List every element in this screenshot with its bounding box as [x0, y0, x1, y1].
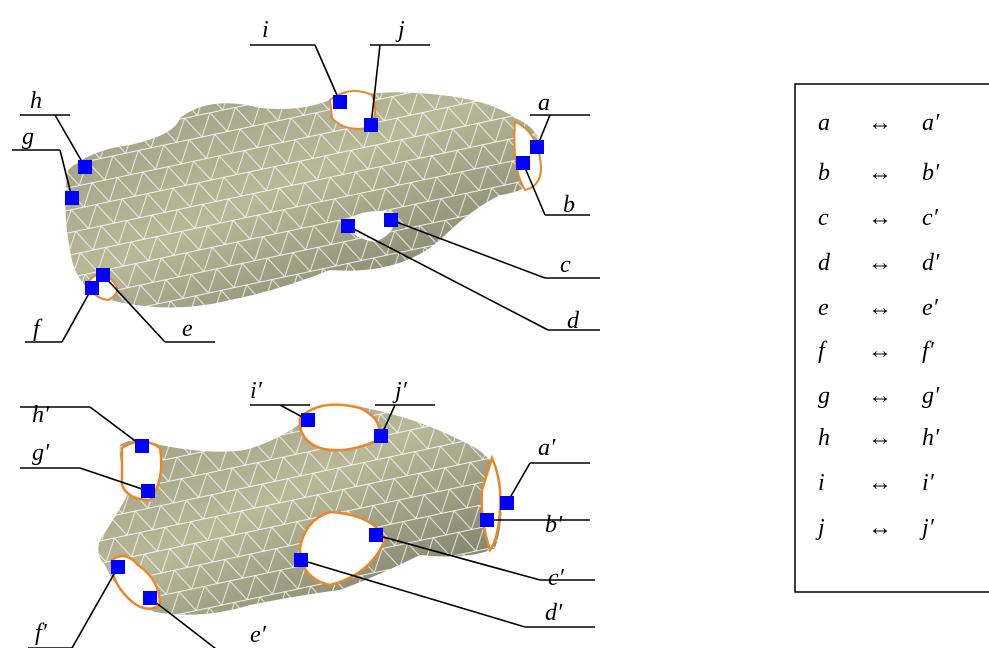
- leader-line: [301, 560, 525, 627]
- marker: [85, 281, 99, 295]
- table-cell: ↔: [868, 250, 892, 276]
- correspondence-table: a ↔ a′ b ↔ b′ c ↔ c′ d ↔ d′ e ↔ e′ f ↔ f′ g ↔ g′ h ↔ h′ i ↔ i′ j ↔ j′: [795, 84, 989, 592]
- point-label: h: [30, 88, 42, 114]
- point-label: f: [33, 316, 43, 342]
- top-mesh-part: [65, 92, 540, 307]
- bottom-mesh-part: [300, 405, 380, 451]
- marker: [111, 560, 125, 574]
- table-cell: h: [818, 425, 830, 451]
- point-label: i′: [250, 378, 263, 404]
- table-cell: a′: [922, 110, 940, 136]
- marker: [65, 191, 79, 205]
- table-cell: d: [818, 250, 831, 276]
- marker: [96, 268, 110, 282]
- bottom-mesh: [98, 405, 501, 615]
- table-cell: j′: [919, 515, 935, 541]
- table-cell: e: [818, 295, 829, 321]
- point-label: g: [22, 124, 34, 150]
- point-label: e′: [250, 622, 267, 648]
- leader-line: [62, 288, 92, 342]
- point-label: c: [560, 252, 571, 278]
- point-label: a: [538, 90, 550, 116]
- table-cell: ↔: [868, 110, 892, 136]
- marker: [294, 553, 308, 567]
- table-cell: f: [818, 338, 828, 364]
- marker: [78, 160, 92, 174]
- marker: [374, 429, 388, 443]
- marker: [516, 156, 530, 170]
- point-label: f′: [35, 620, 48, 646]
- table-cell: ↔: [868, 338, 892, 364]
- leader-line: [90, 407, 142, 446]
- leader-line: [315, 45, 340, 102]
- point-label: j: [395, 17, 405, 43]
- table-cell: g′: [922, 383, 940, 409]
- point-label: i: [262, 17, 269, 43]
- table-cell: g: [818, 383, 830, 409]
- point-label: c′: [548, 565, 565, 591]
- point-label: g′: [32, 440, 50, 466]
- table-cell: i′: [922, 470, 935, 496]
- table-cell: f′: [922, 338, 935, 364]
- top-mesh: [65, 91, 541, 308]
- marker: [135, 439, 149, 453]
- table-cell: ↔: [868, 205, 892, 231]
- marker: [384, 213, 398, 227]
- table-cell: c′: [922, 205, 939, 231]
- point-label: d′: [545, 600, 563, 626]
- table-cell: h′: [922, 425, 940, 451]
- point-label: b: [563, 192, 575, 218]
- marker: [141, 484, 155, 498]
- table-cell: b: [818, 160, 830, 186]
- diagram: abcdefghija′b′c′d′e′f′g′h′i′j′ a↔a′b↔b′c…: [0, 0, 989, 648]
- table-cell: j: [815, 515, 825, 541]
- marker: [333, 95, 347, 109]
- point-label: d: [567, 308, 580, 334]
- marker: [530, 140, 544, 154]
- point-label: j′: [392, 378, 408, 404]
- point-label: b′: [545, 512, 563, 538]
- leader-line: [72, 567, 118, 648]
- point-label: e: [182, 316, 193, 342]
- table-cell: c: [818, 205, 829, 231]
- table-cell: ↔: [868, 470, 892, 496]
- table-cell: e′: [922, 295, 939, 321]
- point-label: h′: [32, 402, 50, 428]
- marker: [364, 118, 378, 132]
- table-cell: ↔: [868, 160, 892, 186]
- table-cell: ↔: [868, 383, 892, 409]
- table-cell: i: [818, 470, 825, 496]
- point-label: a′: [538, 435, 556, 461]
- marker: [480, 513, 494, 527]
- leader-line: [55, 115, 85, 167]
- table-cell: ↔: [868, 515, 892, 541]
- bottom-mesh-part: [98, 406, 501, 615]
- table-cell: d′: [922, 250, 940, 276]
- marker: [301, 413, 315, 427]
- table-cell: ↔: [868, 425, 892, 451]
- table-cell: a: [818, 110, 830, 136]
- marker: [341, 219, 355, 233]
- marker: [369, 528, 383, 542]
- table-cell: b′: [922, 160, 940, 186]
- marker: [143, 591, 157, 605]
- marker: [500, 496, 514, 510]
- table-cell: ↔: [868, 295, 892, 321]
